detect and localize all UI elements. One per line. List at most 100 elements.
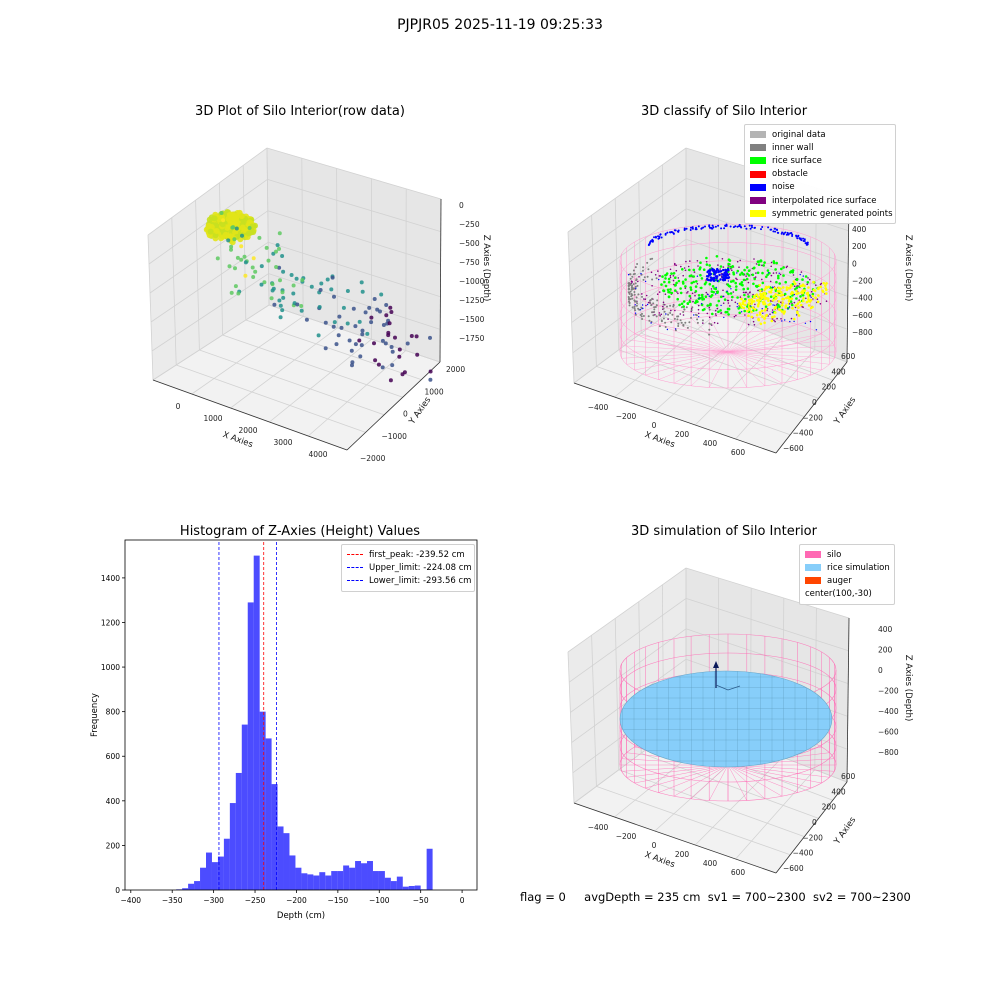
raw-data-point (216, 216, 223, 223)
rice-surface-point (777, 276, 780, 280)
left-wall-pane (568, 568, 686, 803)
symmetric-point (819, 285, 822, 289)
interpolated-point (808, 278, 811, 281)
symmetric-point (773, 307, 777, 310)
raw-data-point (231, 225, 236, 230)
auger-arrow-icon (713, 661, 719, 668)
y-tick-label: 600 (841, 772, 856, 781)
rice-surface-point (727, 313, 730, 316)
histogram-bar (378, 871, 385, 890)
raw-data-point (264, 245, 269, 250)
rice-surface-point (784, 280, 787, 284)
rice-surface-point (708, 264, 711, 267)
z-axis-label: Z Axies (Depth) (903, 655, 913, 722)
raw-data-point (299, 304, 304, 308)
grid-line (685, 567, 850, 619)
y-tick-label: 400 (831, 787, 846, 796)
rice-surface-point (753, 266, 756, 270)
silo-wire-spoke (727, 324, 798, 353)
silo-wire-spoke (690, 764, 729, 799)
inner-wall-point (641, 312, 643, 315)
grid-line (591, 635, 597, 787)
interpolated-point (697, 304, 700, 307)
rice-surface-point (747, 269, 751, 273)
raw-data-point (415, 352, 420, 357)
inner-wall-point (672, 305, 675, 308)
inner-wall-point (632, 269, 635, 272)
noise-point (691, 226, 694, 229)
interpolated-point (669, 274, 672, 277)
silo-wire-spoke (727, 351, 783, 384)
symmetric-point (773, 315, 776, 318)
inner-wall-point (664, 326, 667, 328)
raw-data-point (379, 292, 384, 297)
grid-line (245, 319, 422, 380)
panel4-title: 3D simulation of Silo Interior (631, 524, 817, 539)
raw-data-point (242, 254, 247, 259)
raw-data-point (372, 341, 376, 346)
symmetric-point (739, 303, 742, 307)
interpolated-point (739, 259, 741, 262)
inner-wall-point (673, 317, 676, 320)
z-axis-label: Z Axies (Depth) (903, 235, 913, 302)
interpolated-point (753, 324, 756, 326)
interpolated-point (656, 293, 659, 296)
noise-point (723, 295, 725, 298)
raw-data-point (270, 282, 275, 287)
noise-point (712, 226, 715, 229)
noise-point (795, 314, 798, 316)
histogram-bar (349, 867, 356, 890)
left-wall-pane (148, 148, 269, 380)
rice-surface-point (756, 271, 760, 275)
noise-point (784, 231, 787, 234)
rice-surface-point (741, 283, 744, 287)
silo-wire-spoke (727, 351, 766, 386)
axis-line (775, 361, 848, 454)
legend-line-swatch (347, 567, 363, 569)
inner-wall-point (651, 311, 653, 314)
legend-entry: rice simulation (805, 561, 890, 574)
rice-surface-point (723, 298, 727, 301)
noise-point (789, 303, 791, 305)
rice-surface-point (728, 285, 732, 288)
silo-wire-spoke (727, 764, 798, 793)
silo-wire-spoke (727, 764, 766, 799)
raw-data-point (238, 213, 245, 220)
inner-wall-point (685, 306, 688, 309)
inner-wall-point (651, 257, 654, 260)
interpolated-point (722, 289, 724, 292)
symmetric-point (805, 300, 809, 304)
rice-surface-point (702, 268, 706, 272)
noise-point (672, 232, 675, 235)
inner-wall-point (652, 302, 655, 305)
inner-wall-point (646, 261, 649, 264)
interpolated-point (682, 314, 685, 316)
raw-data-point (239, 244, 244, 249)
rice-surface-point (763, 261, 766, 264)
legend-entry: center(100,-30) (805, 588, 889, 601)
interpolated-point (810, 290, 813, 293)
symmetric-point (751, 306, 755, 310)
silo-wire-spoke (634, 351, 729, 371)
interpolated-point (637, 280, 639, 283)
rice-surface-point (778, 282, 781, 285)
axes-3d-box (147, 147, 442, 451)
raw-data-point (345, 321, 350, 326)
rice-surface-point (734, 288, 738, 292)
inner-wall-point (633, 307, 636, 310)
rice-surface-point (745, 266, 749, 269)
inner-wall-point (653, 308, 656, 311)
inner-wall-point (649, 299, 651, 302)
rice-surface-point (704, 295, 708, 299)
rice-surface-point (780, 267, 783, 271)
z-tick-label: −400 (852, 294, 873, 303)
symmetric-point (816, 300, 820, 304)
interpolated-point (780, 318, 782, 320)
rice-surface-point (715, 254, 719, 258)
noise-point (788, 306, 791, 308)
raw-data-point (211, 215, 218, 222)
symmetric-point (797, 291, 800, 295)
raw-data-point (373, 358, 378, 363)
interpolated-point (696, 283, 699, 285)
noise-point (740, 226, 743, 229)
